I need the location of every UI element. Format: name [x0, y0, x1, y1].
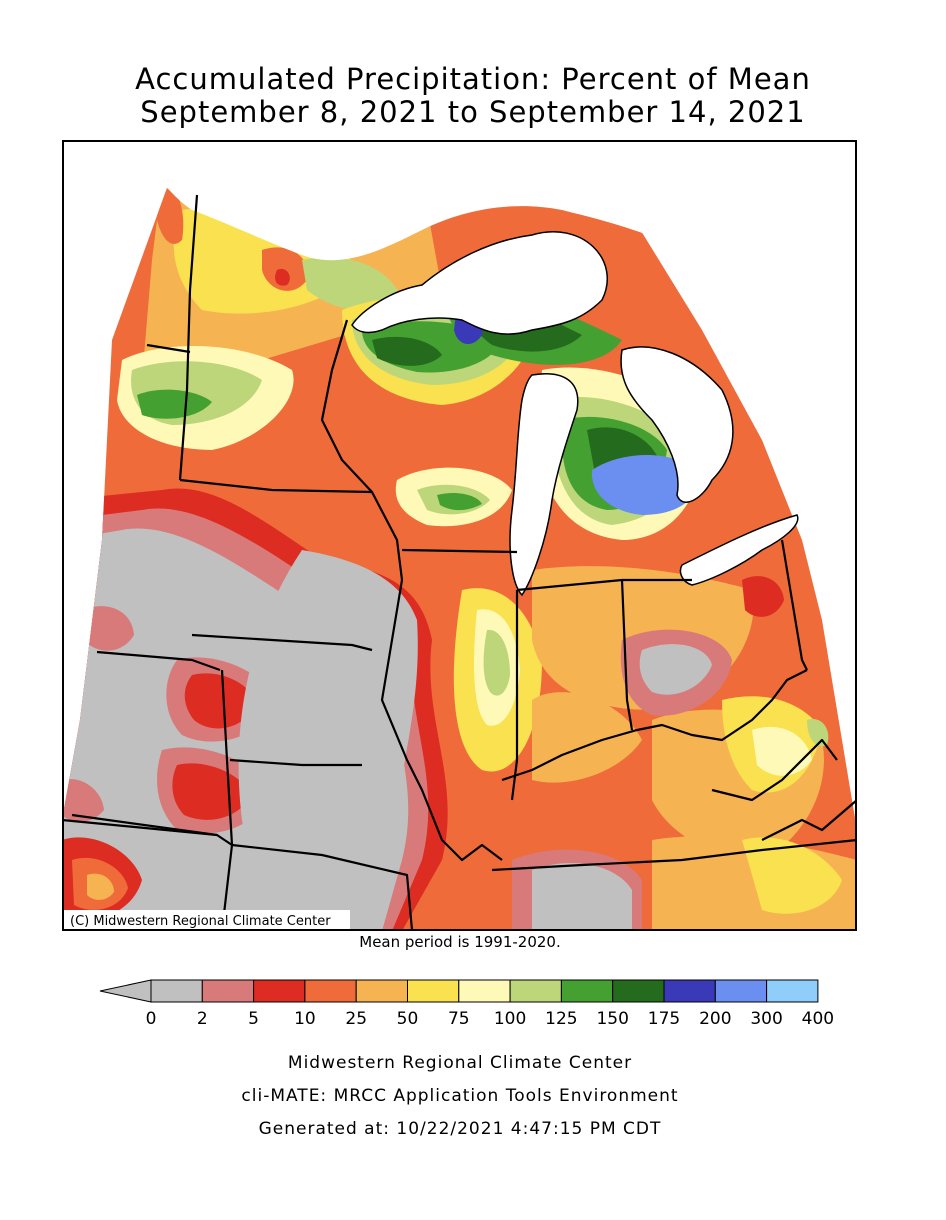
map-title-line-1: Accumulated Precipitation: Percent of Me…	[135, 62, 811, 96]
legend-swatch	[355, 979, 409, 1003]
legend-swatch	[304, 979, 357, 1003]
legend-swatch	[407, 979, 460, 1003]
legend-label: 5	[248, 1009, 259, 1029]
legend-label: 0	[146, 1009, 157, 1029]
legend-swatch	[663, 979, 716, 1003]
copyright-box	[64, 910, 350, 929]
legend-swatch	[150, 979, 203, 1003]
legend-swatch	[509, 979, 562, 1003]
legend-swatch	[458, 979, 511, 1003]
legend-label: 200	[699, 1009, 731, 1029]
legend-label: 50	[397, 1009, 419, 1029]
legend-swatch	[612, 979, 665, 1003]
state-boundaries	[62, 194, 857, 931]
legend-swatch	[766, 979, 819, 1003]
great-lakes	[351, 231, 799, 597]
legend-swatch	[253, 979, 306, 1003]
legend-swatch	[201, 979, 255, 1003]
legend-label: 125	[545, 1009, 577, 1029]
legend-label: 75	[448, 1009, 470, 1029]
legend-label: 150	[596, 1009, 628, 1029]
legend-label: 10	[294, 1009, 316, 1029]
legend-label: 175	[648, 1009, 680, 1029]
precipitation-map: (C) Midwestern Regional Climate Center	[62, 140, 857, 931]
footer-tool-name: cli-MATE: MRCC Application Tools Environ…	[241, 1086, 679, 1106]
footer-generated-time: Generated at: 10/22/2021 4:47:15 PM CDT	[258, 1119, 662, 1139]
footer-organization: Midwestern Regional Climate Center	[287, 1053, 633, 1073]
legend-arrow	[99, 979, 152, 1003]
legend-swatch	[714, 979, 768, 1003]
color-scale-legend: 0 2 5 10 25 50 75 100 125 150 175 200 300 400	[99, 979, 834, 1029]
mean-period-note: Mean period is 1991-2020.	[359, 933, 561, 951]
canada-region	[62, 140, 857, 390]
legend-label: 2	[197, 1009, 208, 1029]
legend-swatch	[560, 979, 614, 1003]
legend-label: 400	[802, 1009, 834, 1029]
legend-label: 300	[750, 1009, 782, 1029]
map-title-line-2: September 8, 2021 to September 14, 2021	[140, 95, 806, 129]
legend-label: 25	[345, 1009, 367, 1029]
legend-label: 100	[494, 1009, 526, 1029]
copyright-text: (C) Midwestern Regional Climate Center	[70, 914, 331, 929]
